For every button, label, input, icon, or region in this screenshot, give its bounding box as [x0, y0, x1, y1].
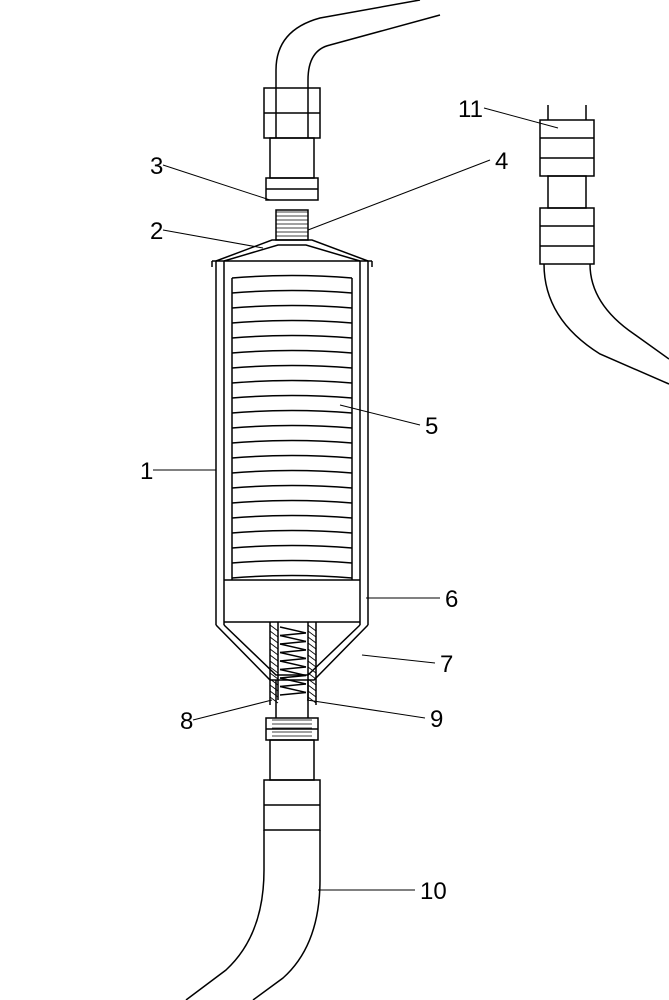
callout-label-9: 9: [430, 706, 443, 734]
callout-label-3: 3: [150, 153, 163, 181]
callout-label-2: 2: [150, 218, 163, 246]
callout-label-11: 11: [458, 96, 483, 124]
callout-label-7: 7: [440, 651, 453, 679]
callout-label-4: 4: [495, 148, 508, 176]
callout-label-10: 10: [420, 878, 447, 906]
callout-label-6: 6: [445, 586, 458, 614]
diagram-svg: [0, 0, 669, 1000]
technical-diagram: 1 2 3 4 5 6 7 8 9 10 11: [0, 0, 669, 1000]
callout-label-5: 5: [425, 413, 438, 441]
callout-label-1: 1: [140, 458, 153, 486]
callout-label-8: 8: [180, 708, 193, 736]
